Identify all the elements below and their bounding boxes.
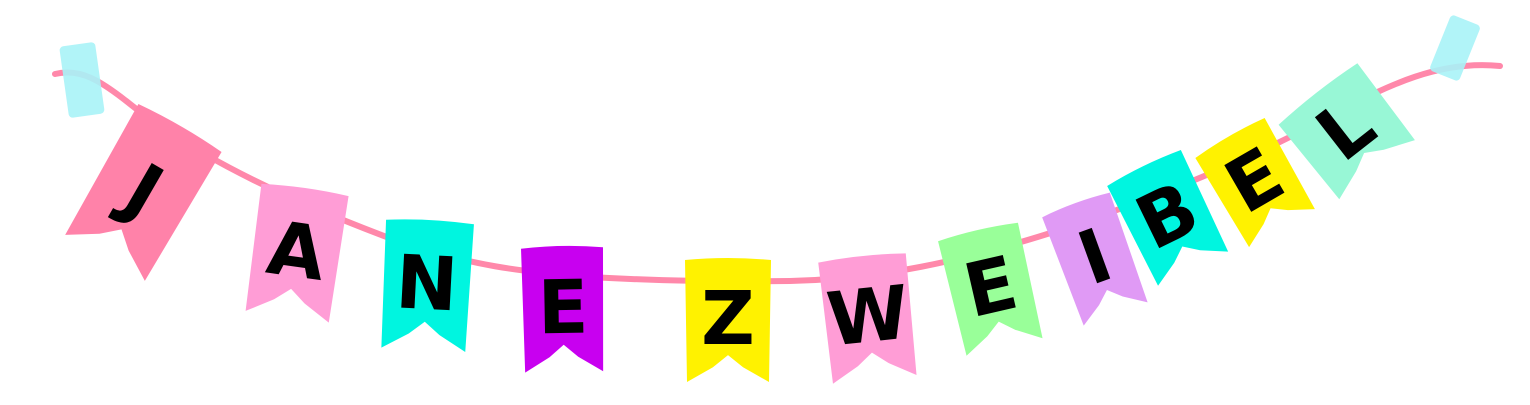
tape-right bbox=[1430, 15, 1480, 81]
flag-3: N bbox=[381, 219, 474, 353]
flag-5: Z bbox=[685, 258, 771, 382]
flag-6: W bbox=[818, 253, 917, 384]
flag-letter: Z bbox=[701, 276, 755, 362]
flag-pennant bbox=[521, 245, 604, 373]
flag-pennant bbox=[1042, 192, 1148, 326]
flag-letter: A bbox=[262, 205, 331, 298]
flags-group: JA N E Z W E I B EL bbox=[65, 63, 1415, 384]
flag-letter: N bbox=[394, 239, 460, 328]
flag-7: E bbox=[938, 222, 1043, 356]
flag-8: I bbox=[1042, 192, 1148, 326]
flag-4: E bbox=[521, 245, 604, 373]
flag-1: J bbox=[65, 104, 222, 281]
flag-2: A bbox=[245, 183, 349, 323]
flag-pennant bbox=[685, 258, 771, 382]
flag-pennant bbox=[1278, 63, 1415, 200]
flag-letter: W bbox=[823, 270, 913, 364]
flag-pennant bbox=[818, 253, 917, 384]
flag-pennant bbox=[381, 219, 474, 353]
flag-letter: E bbox=[537, 265, 589, 352]
tape-left bbox=[59, 42, 105, 118]
flag-pennant bbox=[938, 222, 1043, 356]
flag-pennant bbox=[1107, 150, 1229, 286]
flag-pennant bbox=[1195, 118, 1315, 248]
flag-pennant bbox=[65, 104, 222, 281]
flag-pennant bbox=[245, 183, 349, 323]
